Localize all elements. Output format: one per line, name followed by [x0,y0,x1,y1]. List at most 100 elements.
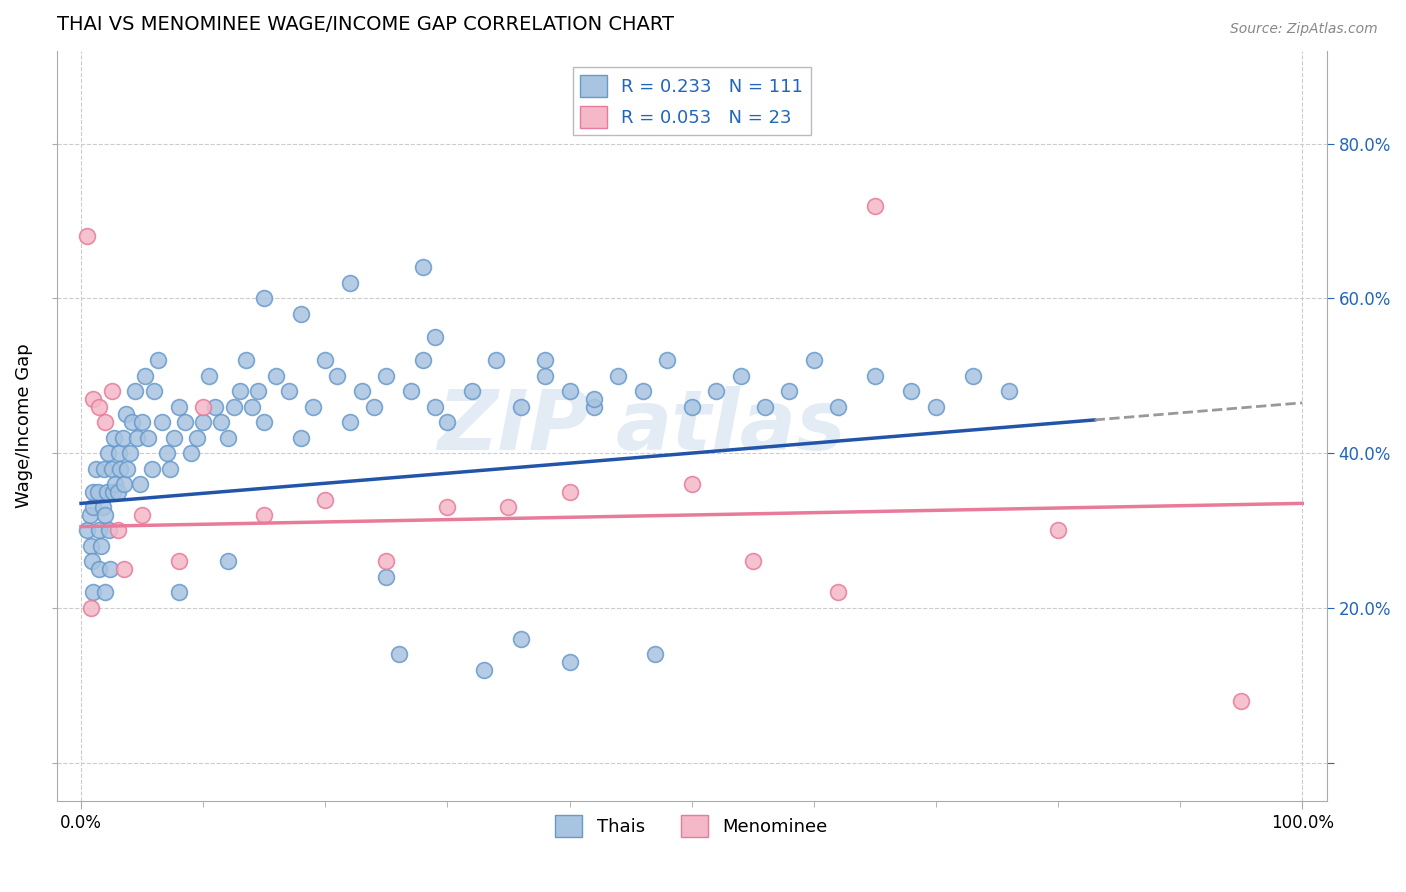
Point [1230,693,1253,707]
Legend: R = 0.233   N = 111, R = 0.053   N = 23: R = 0.233 N = 111, R = 0.053 N = 23 [572,68,811,135]
Point [84,461,107,475]
Point [235,353,257,368]
Point [509,632,531,646]
Point [498,500,520,515]
Point [94,585,117,599]
Point [82,392,104,406]
Point [222,400,245,414]
Point [704,384,727,399]
Point [339,415,361,429]
Text: Source: ZipAtlas.com: Source: ZipAtlas.com [1230,22,1378,37]
Point [111,431,134,445]
Point [191,400,214,414]
Point [163,431,186,445]
Point [127,431,149,445]
Point [173,415,195,429]
Point [485,353,508,368]
Point [375,554,398,568]
Point [98,524,121,538]
Point [82,500,104,515]
Point [803,353,825,368]
Point [146,353,169,368]
Point [253,415,276,429]
Point [180,446,202,460]
Point [1047,524,1070,538]
Point [339,276,361,290]
Point [425,330,447,344]
Point [412,353,434,368]
Point [363,400,385,414]
Point [128,477,150,491]
Point [211,415,233,429]
Point [217,431,239,445]
Point [399,384,422,399]
Point [80,600,103,615]
Point [962,368,984,383]
Point [314,492,336,507]
Point [290,307,312,321]
Point [863,198,886,212]
Point [76,229,98,244]
Point [80,554,103,568]
Y-axis label: Wage/Income Gap: Wage/Income Gap [15,343,32,508]
Point [863,368,886,383]
Point [326,368,349,383]
Point [93,461,115,475]
Point [89,400,111,414]
Point [827,585,849,599]
Point [89,524,111,538]
Point [657,353,679,368]
Point [80,539,103,553]
Point [108,446,131,460]
Point [124,384,146,399]
Point [229,384,252,399]
Point [558,655,581,669]
Point [472,663,495,677]
Point [644,647,666,661]
Point [96,484,118,499]
Point [104,477,127,491]
Point [94,508,117,522]
Point [558,484,581,499]
Point [107,484,129,499]
Point [302,400,325,414]
Point [253,508,276,522]
Point [112,562,135,576]
Point [108,461,131,475]
Point [247,384,270,399]
Point [582,400,605,414]
Point [253,292,276,306]
Point [375,570,398,584]
Point [582,392,605,406]
Point [141,461,163,475]
Point [266,368,288,383]
Point [387,647,409,661]
Point [186,431,208,445]
Point [112,477,135,491]
Point [436,500,458,515]
Point [240,400,263,414]
Text: THAI VS MENOMINEE WAGE/INCOME GAP CORRELATION CHART: THAI VS MENOMINEE WAGE/INCOME GAP CORREL… [56,15,673,34]
Point [118,446,141,460]
Point [314,353,336,368]
Point [198,368,221,383]
Text: ZIP: ZIP [437,385,591,467]
Point [115,408,138,422]
Point [461,384,484,399]
Point [754,400,776,414]
Point [90,539,112,553]
Point [827,400,849,414]
Point [98,562,121,576]
Point [509,400,531,414]
Point [412,260,434,275]
Point [925,400,948,414]
Point [159,461,181,475]
Point [100,384,122,399]
Point [167,585,190,599]
Point [290,431,312,445]
Point [131,508,153,522]
Point [101,484,124,499]
Point [900,384,922,399]
Point [277,384,299,399]
Point [607,368,630,383]
